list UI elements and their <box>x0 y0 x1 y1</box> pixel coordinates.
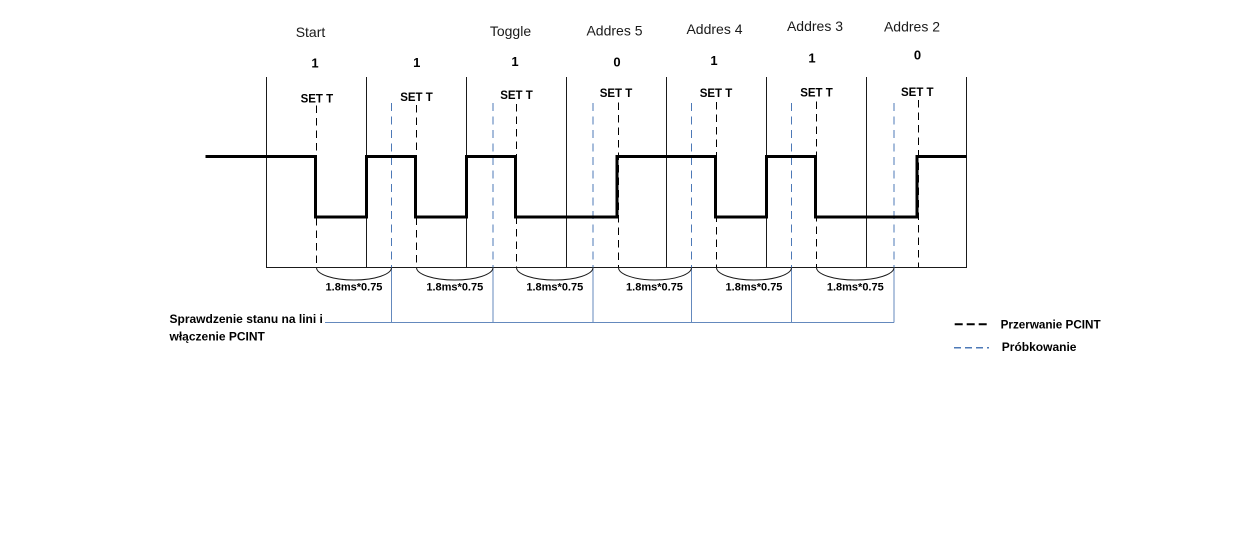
svg-text:SET T: SET T <box>901 87 934 99</box>
svg-text:Addres 4: Addres 4 <box>686 21 742 37</box>
svg-text:Sprawdzenie stanu na lini i: Sprawdzenie stanu na lini i <box>170 312 323 326</box>
svg-text:1: 1 <box>413 55 420 70</box>
svg-text:0: 0 <box>914 48 921 63</box>
svg-text:1.8ms*0.75: 1.8ms*0.75 <box>426 282 483 294</box>
svg-text:SET T: SET T <box>600 88 633 100</box>
svg-text:1.8ms*0.75: 1.8ms*0.75 <box>827 282 884 294</box>
svg-text:Addres 3: Addres 3 <box>787 18 843 34</box>
svg-text:SET T: SET T <box>301 93 334 105</box>
svg-text:Addres 2: Addres 2 <box>884 18 940 34</box>
svg-text:SET T: SET T <box>800 88 833 100</box>
svg-text:SET T: SET T <box>400 92 433 104</box>
svg-text:1: 1 <box>710 53 717 68</box>
svg-text:1.8ms*0.75: 1.8ms*0.75 <box>326 282 383 294</box>
svg-text:1: 1 <box>511 54 518 69</box>
svg-text:Przerwanie PCINT: Przerwanie PCINT <box>1001 319 1102 332</box>
svg-text:Toggle: Toggle <box>490 23 531 39</box>
svg-text:Próbkowanie: Próbkowanie <box>1002 340 1077 354</box>
svg-text:1: 1 <box>311 55 318 70</box>
svg-text:1.8ms*0.75: 1.8ms*0.75 <box>726 282 783 294</box>
svg-text:SET T: SET T <box>700 88 733 100</box>
svg-text:1: 1 <box>808 51 815 66</box>
svg-text:1.8ms*0.75: 1.8ms*0.75 <box>526 282 583 294</box>
svg-text:Start: Start <box>296 24 326 40</box>
svg-text:1.8ms*0.75: 1.8ms*0.75 <box>626 282 683 294</box>
svg-text:0: 0 <box>613 54 620 69</box>
svg-text:SET T: SET T <box>500 90 533 102</box>
svg-text:Addres 5: Addres 5 <box>586 22 642 38</box>
svg-text:włączenie PCINT: włączenie PCINT <box>169 330 266 344</box>
